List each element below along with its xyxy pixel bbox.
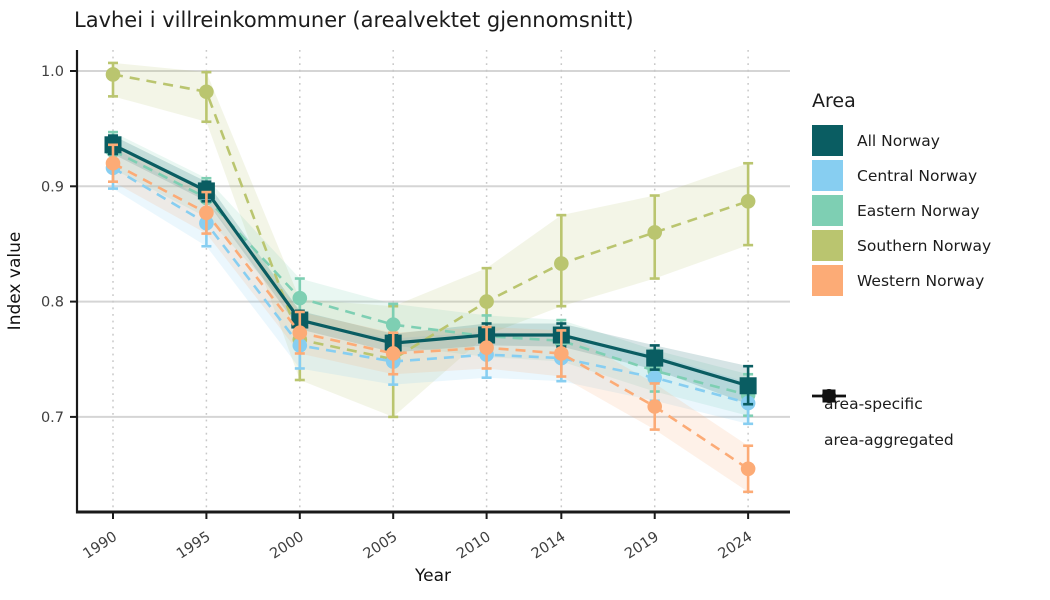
data-point-western-norway-2005 bbox=[385, 346, 401, 361]
y-tick-label: 1.0 bbox=[41, 64, 64, 80]
trend-line-all-norway bbox=[112, 143, 749, 388]
data-point-eastern-norway-2005 bbox=[385, 317, 401, 332]
data-point-eastern-norway-2000 bbox=[292, 290, 308, 306]
chart-title: Lavhei i villreinkommuner (arealvektet g… bbox=[74, 8, 634, 32]
ci-ribbons bbox=[113, 62, 749, 492]
legend-item-central-norway: Central Norway bbox=[812, 160, 1047, 191]
x-axis-title: Year bbox=[415, 566, 451, 586]
data-point-southern-norway-2014 bbox=[554, 256, 569, 271]
y-tick-label: 0.7 bbox=[41, 410, 64, 426]
data-point-western-norway-2024 bbox=[740, 461, 756, 477]
legend-label: All Norway bbox=[857, 131, 940, 150]
data-point-southern-norway-2024 bbox=[740, 193, 756, 209]
data-point-western-norway-2000 bbox=[292, 325, 308, 341]
y-tick-label: 0.9 bbox=[41, 179, 64, 195]
area-legend: Area All Norway Central Norway Eastern Nor… bbox=[812, 90, 1047, 300]
data-point-central-norway-2019 bbox=[647, 370, 663, 385]
ci-ribbon-western-norway bbox=[113, 144, 749, 492]
square-marker-icon bbox=[812, 389, 846, 403]
x-tick-label: 2014 bbox=[529, 529, 569, 563]
data-point-western-norway-2019 bbox=[647, 399, 663, 414]
ci-ribbon-central-norway bbox=[113, 147, 749, 424]
data-point-southern-norway-2019 bbox=[647, 225, 663, 240]
legend-title: Area bbox=[812, 90, 856, 112]
data-point-all-norway-2024 bbox=[739, 377, 757, 395]
shape-legend-label: area-aggregated bbox=[824, 431, 954, 449]
legend-item-all-norway: All Norway bbox=[812, 125, 1047, 156]
x-tick-label: 1990 bbox=[81, 529, 121, 563]
y-axis-title: Index value bbox=[5, 231, 25, 331]
trend-line-western-norway bbox=[112, 162, 749, 470]
shape-legend-item-area-aggregated: area-aggregated bbox=[812, 389, 1047, 458]
x-tick-label: 1995 bbox=[174, 529, 214, 563]
data-point-western-norway-2014 bbox=[554, 346, 569, 361]
data-point-all-norway-2019 bbox=[646, 349, 664, 367]
legend-items: All Norway Central Norway Eastern Norway So… bbox=[812, 125, 1047, 296]
legend-label: Southern Norway bbox=[857, 236, 992, 255]
ci-ribbon-eastern-norway bbox=[113, 132, 749, 416]
data-point-western-norway-2010 bbox=[479, 340, 494, 356]
shape-legend: area-specific area-aggregated bbox=[812, 386, 1047, 458]
legend-item-western-norway: Western Norway bbox=[812, 265, 1047, 296]
legend-swatch-southern-norway bbox=[812, 230, 843, 261]
shape-legend-item-area-specific: area-specific bbox=[812, 386, 1047, 422]
data-point-southern-norway-1990 bbox=[105, 67, 121, 82]
legend-label: Western Norway bbox=[857, 271, 985, 290]
x-tick-label: 2010 bbox=[454, 529, 494, 563]
legend-swatch-central-norway bbox=[812, 160, 843, 191]
legend-label: Central Norway bbox=[857, 166, 978, 185]
legend-item-eastern-norway: Eastern Norway bbox=[812, 195, 1047, 226]
data-point-southern-norway-1995 bbox=[199, 84, 214, 100]
ci-ribbon-southern-norway bbox=[113, 62, 749, 417]
y-tick-label: 0.8 bbox=[41, 295, 64, 311]
data-point-western-norway-1990 bbox=[105, 155, 121, 171]
data-point-western-norway-1995 bbox=[199, 205, 214, 221]
series-western-norway bbox=[105, 143, 756, 494]
shape-legend-label: area-specific bbox=[824, 395, 923, 413]
legend-swatch-western-norway bbox=[812, 265, 843, 296]
data-point-southern-norway-2010 bbox=[479, 294, 494, 309]
legend-item-southern-norway: Southern Norway bbox=[812, 230, 1047, 261]
legend-swatch-eastern-norway bbox=[812, 195, 843, 226]
legend-label: Eastern Norway bbox=[857, 201, 980, 220]
x-tick-label: 2024 bbox=[716, 529, 756, 563]
x-tick-label: 2000 bbox=[267, 529, 307, 563]
x-tick-label: 2005 bbox=[361, 529, 401, 563]
series-southern-norway bbox=[105, 61, 756, 419]
trend-line-southern-norway bbox=[112, 73, 749, 361]
legend-swatch-all-norway bbox=[812, 125, 843, 156]
ci-ribbon-all-norway bbox=[113, 135, 749, 405]
x-tick-label: 2019 bbox=[622, 529, 662, 563]
